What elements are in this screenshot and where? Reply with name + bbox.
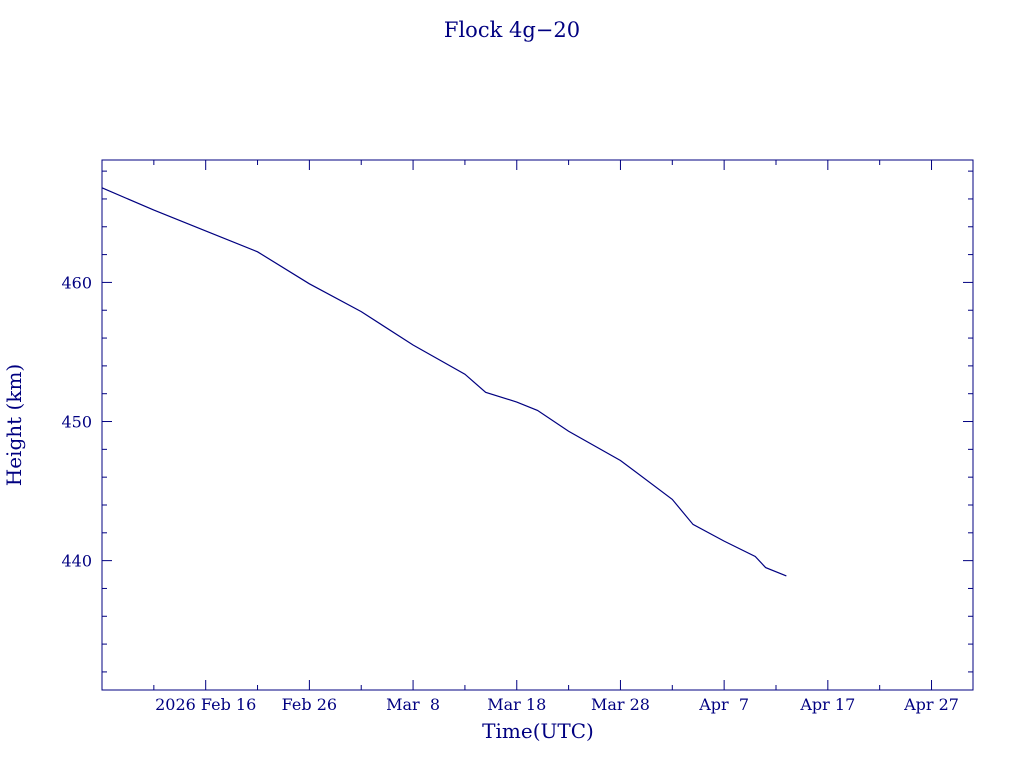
x-tick-label: 2026 Feb 16 [155,695,256,714]
y-tick-label: 460 [61,273,92,292]
x-tick-label: Mar 28 [591,695,650,714]
x-tick-label: Mar 8 [386,695,440,714]
data-line [101,187,787,577]
x-tick-label: Apr 17 [799,695,855,714]
plot-frame [101,159,974,691]
x-tick-label: Feb 26 [282,695,337,714]
x-axis-label: Time(UTC) [482,719,594,743]
y-tick-label: 440 [61,552,92,571]
x-tick-label: Apr 7 [698,695,749,714]
x-tick-label: Mar 18 [487,695,546,714]
y-tick-label: 450 [61,413,92,432]
x-tick-label: Apr 27 [903,695,959,714]
chart-title: Flock 4g−20 [444,18,580,42]
y-axis-label: Height (km) [2,364,26,486]
